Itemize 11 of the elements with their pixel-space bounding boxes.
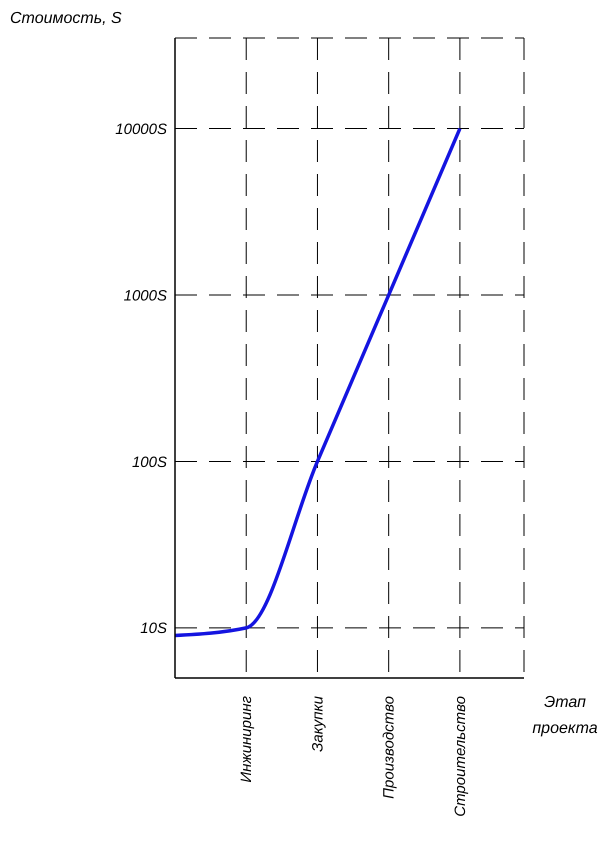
line-series xyxy=(175,126,462,638)
x-tick-label: Закупки xyxy=(309,695,326,752)
y-axis-title: Стоимость, S xyxy=(10,10,122,28)
x-tick-label: Строительство xyxy=(452,696,469,817)
x-tick-label: Производство xyxy=(380,696,398,799)
x-axis-title: Этап проекта xyxy=(531,693,599,739)
y-tick-label: 10S xyxy=(140,620,167,638)
y-tick-label: 100S xyxy=(132,454,167,471)
y-tick-label: 1000S xyxy=(124,287,167,304)
y-tick-label: 10000S xyxy=(115,120,167,138)
x-tick-label: Инжиниринг xyxy=(238,695,256,783)
